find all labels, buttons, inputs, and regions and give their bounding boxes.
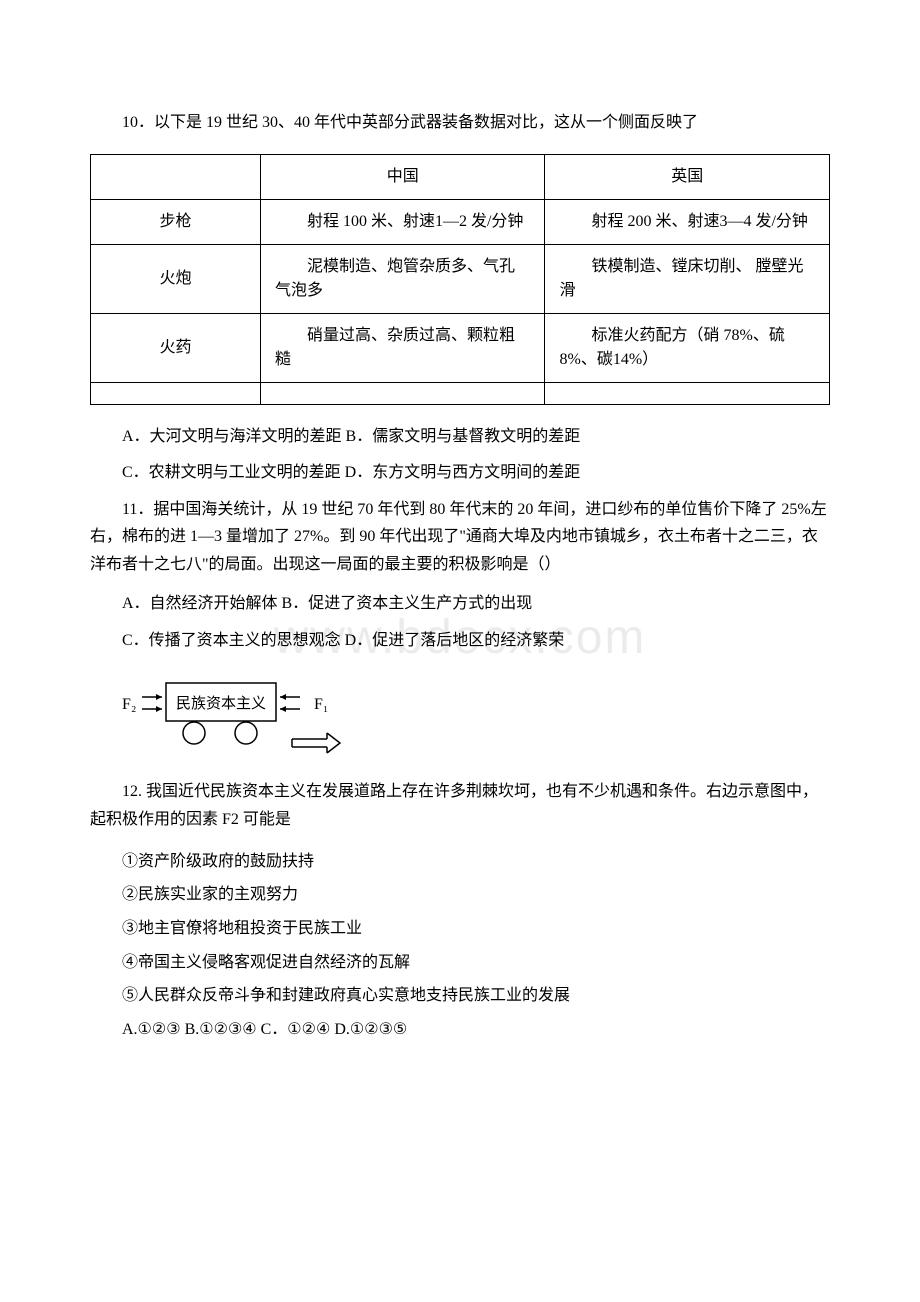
q12-item: ⑤人民群众反帝斗争和封建政府真心实意地支持民族工业的发展: [90, 979, 830, 1013]
q12-item: ④帝国主义侵略客观促进自然经济的瓦解: [90, 946, 830, 980]
header-uk: 英国: [545, 154, 830, 199]
q10-table: 中国 英国 步枪 射程 100 米、射速1—2 发/分钟 射程 200 米、射速…: [90, 154, 830, 405]
header-china: 中国: [260, 154, 545, 199]
q10-options-line1: A．大河文明与海洋文明的差距 B．儒家文明与基督教文明的差距: [90, 423, 830, 452]
row-china: 硝量过高、杂质过高、颗粒粗糙: [260, 313, 545, 382]
table-row: 火炮 泥模制造、炮管杂质多、气孔气泡多 铁模制造、镗床切削、 膛壁光滑: [91, 244, 830, 313]
row-uk: 射程 200 米、射速3—4 发/分钟: [545, 199, 830, 244]
row-china: 泥模制造、炮管杂质多、气孔气泡多: [260, 244, 545, 313]
q12-body: 12. 我国近代民族资本主义在发展道路上存在许多荆棘坎坷，也有不少机遇和条件。右…: [90, 778, 830, 832]
q10-options-line2: C．农耕文明与工业文明的差距 D．东方文明与西方文明间的差距: [90, 459, 830, 488]
page-content: 10．以下是 19 世纪 30、40 年代中英部分武器装备数据对比，这从一个侧面…: [90, 110, 830, 1046]
f2-label: F₂: [122, 696, 136, 713]
row-label: 步枪: [91, 199, 261, 244]
q11-body: 11．据中国海关统计，从 19 世纪 70 年代到 80 年代末的 20 年间，…: [90, 496, 830, 578]
q12-item: ②民族实业家的主观努力: [90, 878, 830, 912]
force-diagram: F₂ 民族资本主义 F₁: [122, 669, 830, 764]
header-blank: [91, 154, 261, 199]
row-china: 射程 100 米、射速1—2 发/分钟: [260, 199, 545, 244]
row-label: 火药: [91, 313, 261, 382]
box-text: 民族资本主义: [176, 695, 266, 712]
row-label: 火炮: [91, 244, 261, 313]
q12-options: A.①②③ B.①②③④ C．①②④ D.①②③⑤: [90, 1013, 830, 1047]
table-header-row: 中国 英国: [91, 154, 830, 199]
f1-label: F₁: [314, 696, 328, 713]
diagram-svg: F₂ 民族资本主义 F₁: [122, 669, 372, 759]
q12-item: ①资产阶级政府的鼓励扶持: [90, 845, 830, 879]
row-uk: 铁模制造、镗床切削、 膛壁光滑: [545, 244, 830, 313]
q12-item: ③地主官僚将地租投资于民族工业: [90, 912, 830, 946]
table-row: 步枪 射程 100 米、射速1—2 发/分钟 射程 200 米、射速3—4 发/…: [91, 199, 830, 244]
table-empty-row: [91, 382, 830, 404]
q11-options-line2: C．传播了资本主义的思想观念 D．促进了落后地区的经济繁荣: [90, 627, 830, 656]
q11-options-line1: A．自然经济开始解体 B．促进了资本主义生产方式的出现: [90, 590, 830, 619]
row-uk: 标准火药配方（硝 78%、硫 8%、碳14%）: [545, 313, 830, 382]
table-row: 火药 硝量过高、杂质过高、颗粒粗糙 标准火药配方（硝 78%、硫 8%、碳14%…: [91, 313, 830, 382]
q10-intro: 10．以下是 19 世纪 30、40 年代中英部分武器装备数据对比，这从一个侧面…: [90, 110, 830, 136]
